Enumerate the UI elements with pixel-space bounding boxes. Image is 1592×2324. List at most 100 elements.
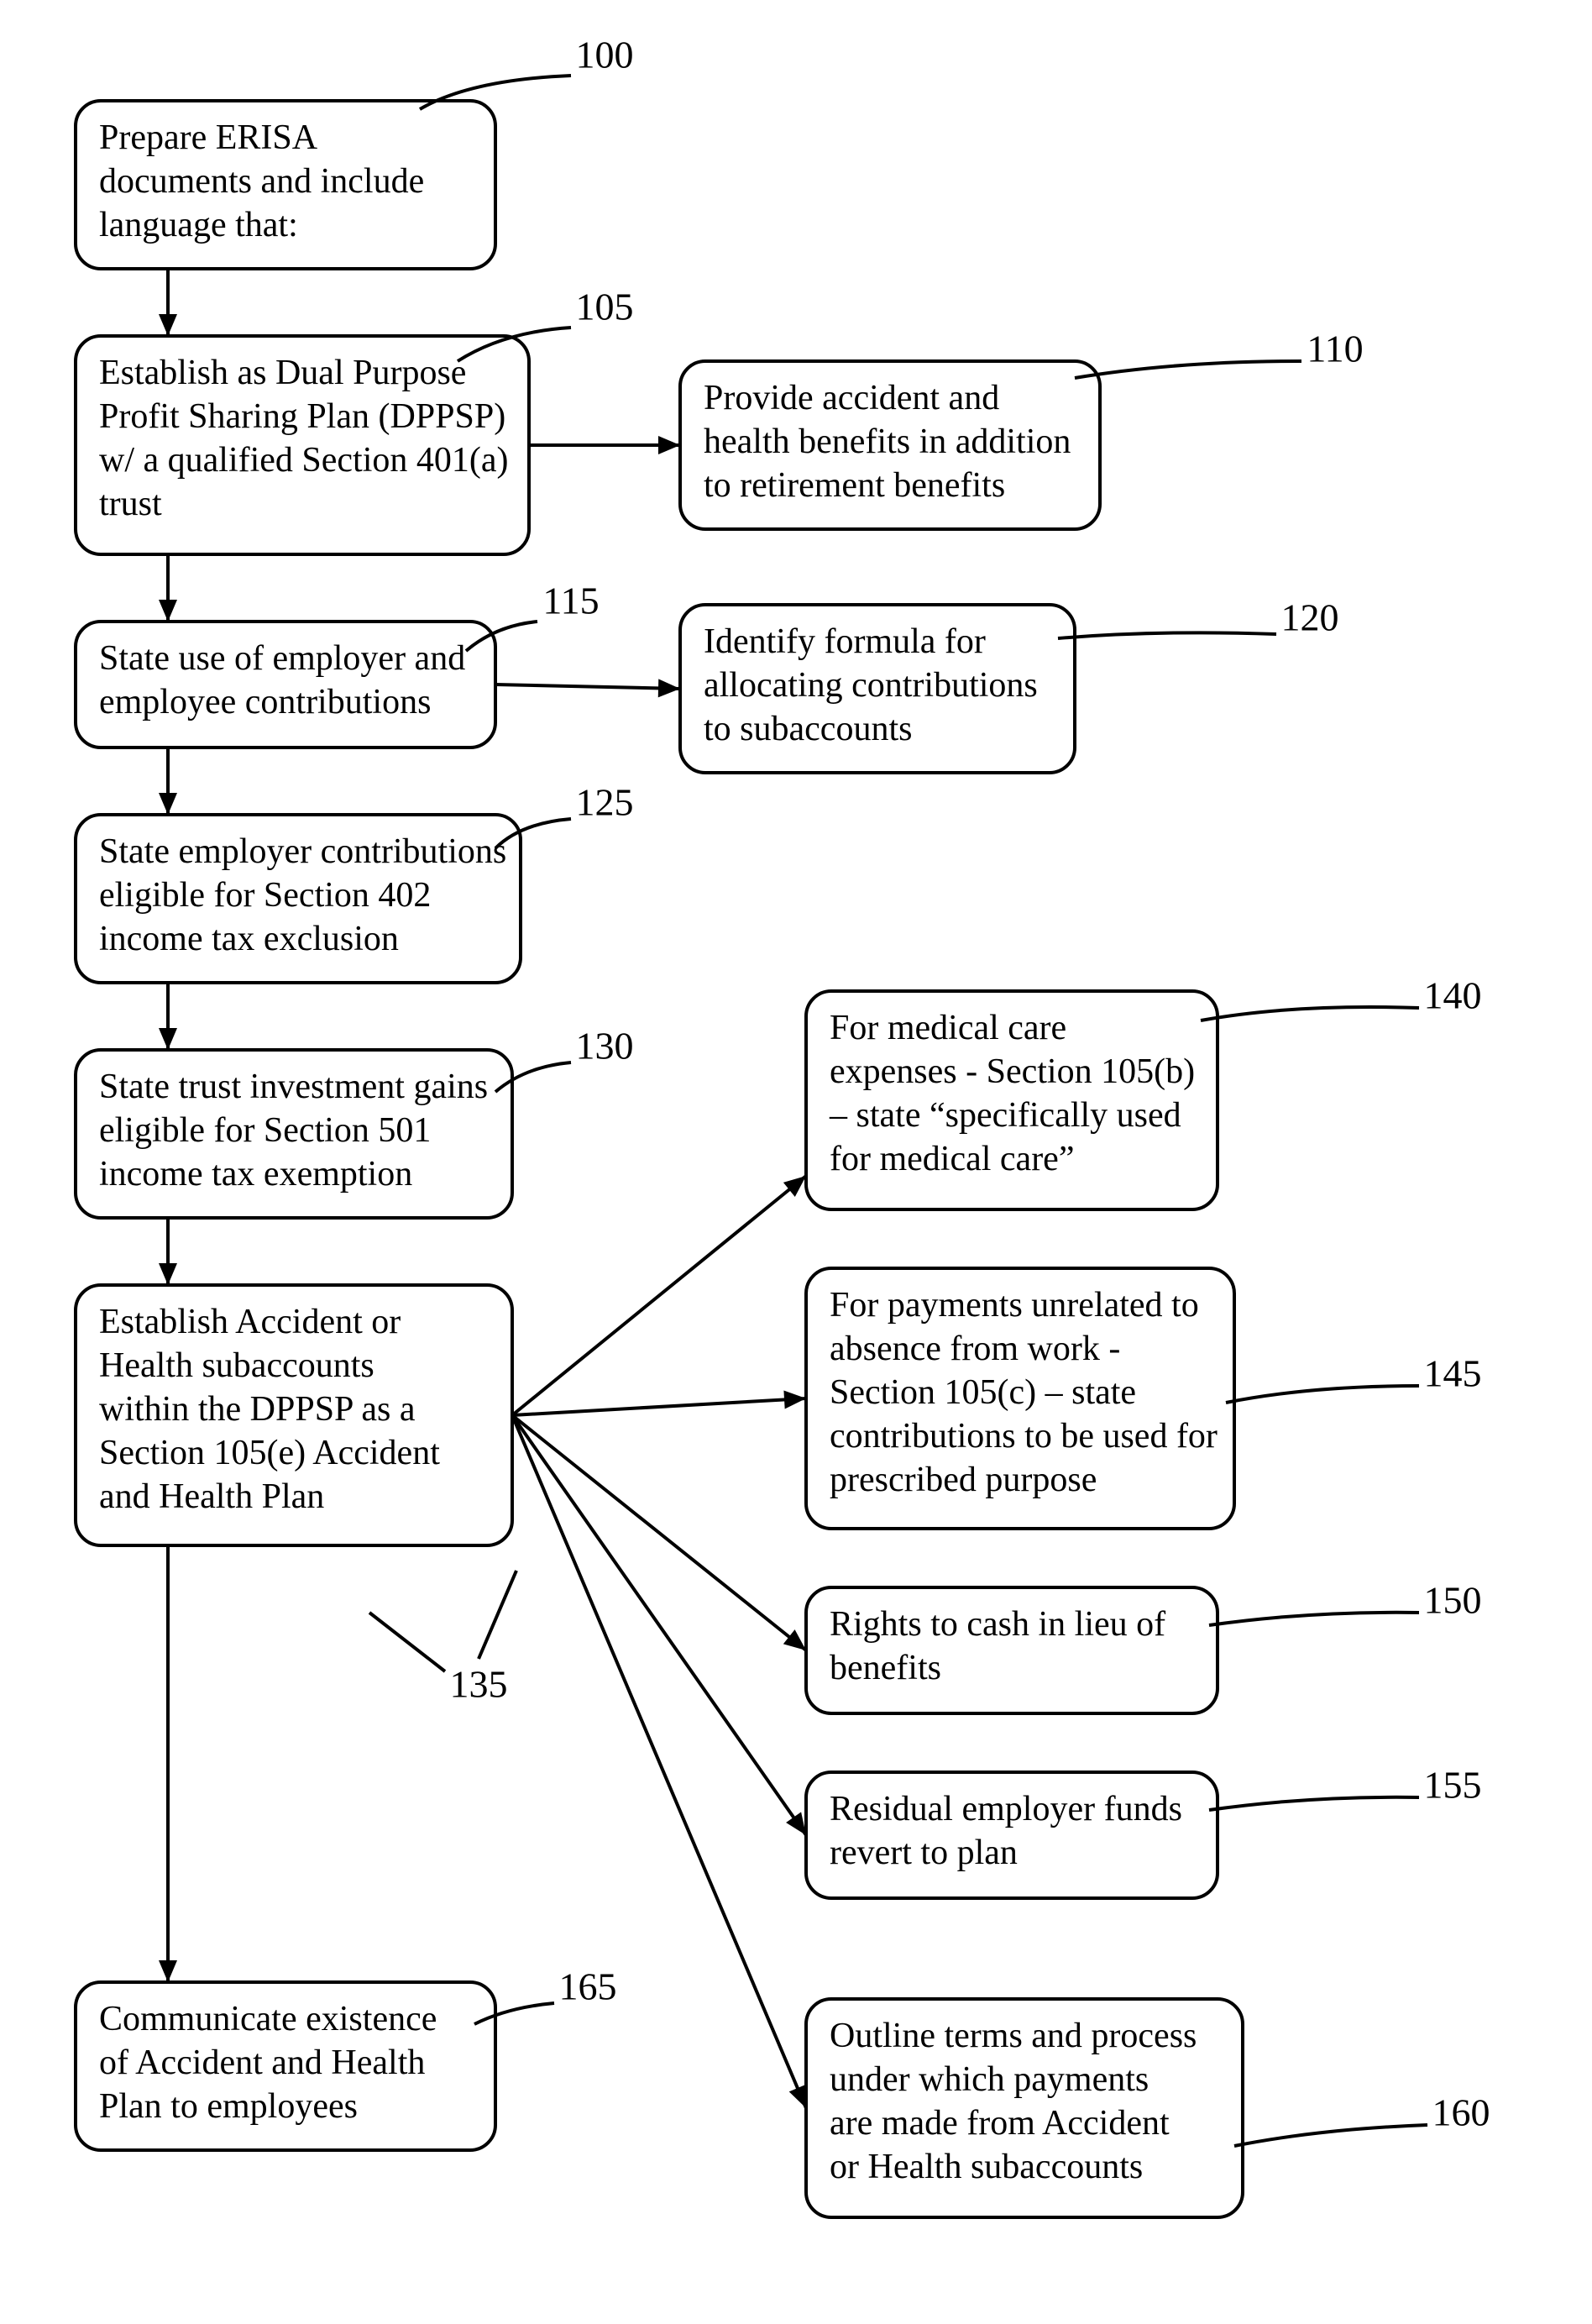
- node-text: – state “specifically used: [829, 1096, 1181, 1135]
- node-text: of Accident and Health: [99, 2043, 425, 2082]
- label-leader: [1209, 1797, 1419, 1810]
- arrowhead: [786, 1812, 806, 1835]
- node-text: for medical care”: [830, 1140, 1074, 1178]
- node-text: language that:: [99, 206, 298, 244]
- ref-label-105: 105: [576, 286, 634, 328]
- node-text: documents and include: [99, 162, 424, 201]
- node-text: Outline terms and process: [830, 2017, 1197, 2055]
- arrowhead: [159, 1960, 177, 1982]
- flow-node-n140: For medical care expenses - Section 105(b…: [806, 991, 1218, 1209]
- label-leader: [1058, 632, 1276, 638]
- ref-label-160: 160: [1432, 2091, 1490, 2134]
- flow-node-n100: Prepare ERISA documents and include langua…: [76, 101, 495, 269]
- node-text: absence from work -: [830, 1330, 1120, 1368]
- node-text: Prepare ERISA: [99, 118, 318, 157]
- arrowhead: [783, 1391, 806, 1409]
- arrowhead: [159, 1263, 177, 1285]
- flow-node-n135: Establish Accident or Health subaccounts w…: [76, 1285, 512, 1545]
- ref-label-115: 115: [542, 580, 599, 622]
- flow-node-n150: Rights to cash in lieu of benefits: [806, 1587, 1218, 1713]
- node-text: or Health subaccounts: [830, 2148, 1143, 2186]
- node-text: and Health Plan: [99, 1477, 324, 1516]
- flow-node-n125: State employer contributions eligible for…: [76, 815, 521, 983]
- ref-label-135: 135: [450, 1663, 508, 1706]
- arrowhead: [159, 793, 177, 815]
- node-text: Identify formula for: [704, 622, 986, 661]
- ref-label-155: 155: [1424, 1764, 1482, 1807]
- edge: [512, 1415, 806, 1650]
- flow-node-n145: For payments unrelated to absence from wo…: [806, 1268, 1234, 1529]
- node-text: employee contributions: [99, 683, 431, 721]
- node-text: Plan to employees: [99, 2087, 358, 2126]
- node-text: income tax exclusion: [99, 920, 399, 958]
- node-text: prescribed purpose: [830, 1461, 1097, 1499]
- node-text: to subaccounts: [704, 710, 912, 748]
- node-text: eligible for Section 402: [99, 876, 431, 915]
- ref-label-120: 120: [1281, 596, 1339, 639]
- node-text: trust: [99, 485, 162, 523]
- node-text: State use of employer and: [99, 639, 465, 678]
- node-text: income tax exemption: [99, 1155, 412, 1193]
- node-text: Residual employer funds: [830, 1790, 1182, 1828]
- ref-label-100: 100: [576, 34, 634, 76]
- edge: [495, 685, 680, 689]
- node-text: are made from Accident: [830, 2104, 1170, 2143]
- ref-label-140: 140: [1424, 974, 1482, 1017]
- node-text: expenses - Section 105(b): [830, 1052, 1195, 1091]
- label-leader: [1201, 1007, 1419, 1020]
- arrowhead: [159, 600, 177, 622]
- node-text: under which payments: [830, 2060, 1149, 2099]
- flow-node-n120: Identify formula for allocating contribut…: [680, 605, 1075, 773]
- node-text: within the DPPSP as a: [99, 1390, 416, 1429]
- node-text: Provide accident and: [704, 379, 999, 417]
- arrowhead: [658, 679, 680, 697]
- arrowhead: [783, 1629, 806, 1650]
- label-leader: [479, 1571, 516, 1659]
- node-text: Health subaccounts: [99, 1346, 374, 1385]
- node-text: Establish as Dual Purpose: [99, 354, 466, 392]
- flow-node-n165: Communicate existence of Accident and Hea…: [76, 1982, 495, 2150]
- ref-label-110: 110: [1307, 328, 1363, 370]
- ref-label-130: 130: [576, 1025, 634, 1068]
- flow-node-n160: Outline terms and process under which pay…: [806, 1999, 1243, 2217]
- ref-label-125: 125: [576, 781, 634, 824]
- ref-label-145: 145: [1424, 1352, 1482, 1395]
- edge: [512, 1398, 806, 1415]
- edge: [512, 1176, 806, 1415]
- node-text: Rights to cash in lieu of: [830, 1605, 1165, 1644]
- node-text: contributions to be used for: [830, 1417, 1218, 1456]
- node-text: w/ a qualified Section 401(a): [99, 441, 509, 480]
- flow-node-n130: State trust investment gains eligible for…: [76, 1050, 512, 1218]
- node-text: For payments unrelated to: [830, 1286, 1199, 1325]
- label-leader: [1075, 361, 1301, 378]
- flow-node-n110: Provide accident and health benefits in a…: [680, 361, 1100, 529]
- label-leader: [369, 1613, 445, 1671]
- node-text: benefits: [830, 1649, 941, 1687]
- arrowhead: [159, 314, 177, 336]
- edge: [512, 1415, 806, 1835]
- node-text: Section 105(c) – state: [830, 1373, 1136, 1412]
- flow-node-n155: Residual employer funds revert to plan: [806, 1772, 1218, 1898]
- node-text: eligible for Section 501: [99, 1111, 431, 1150]
- flow-node-n115: State use of employer and employee contri…: [76, 622, 495, 748]
- edge: [512, 1415, 806, 2108]
- node-text: to retirement benefits: [704, 466, 1005, 505]
- flowchart-svg: Prepare ERISA documents and include langua…: [0, 0, 1592, 2324]
- arrowhead: [159, 1028, 177, 1050]
- node-text: State trust investment gains: [99, 1068, 488, 1106]
- node-text: Communicate existence: [99, 2000, 437, 2038]
- node-text: Section 105(e) Accident: [99, 1434, 440, 1472]
- node-text: allocating contributions: [704, 666, 1038, 705]
- node-text: revert to plan: [830, 1833, 1018, 1872]
- node-text: State employer contributions: [99, 832, 506, 871]
- label-leader: [1209, 1613, 1419, 1625]
- ref-label-165: 165: [559, 1965, 617, 2008]
- node-text: health benefits in addition: [704, 422, 1071, 461]
- node-text: Establish Accident or: [99, 1303, 401, 1341]
- node-text: For medical care: [830, 1009, 1066, 1047]
- node-text: Profit Sharing Plan (DPPSP): [99, 397, 505, 436]
- ref-label-150: 150: [1424, 1579, 1482, 1622]
- label-leader: [1226, 1386, 1419, 1403]
- flow-node-n105: Establish as Dual Purpose Profit Sharing …: [76, 336, 529, 554]
- label-leader: [1234, 2125, 1427, 2146]
